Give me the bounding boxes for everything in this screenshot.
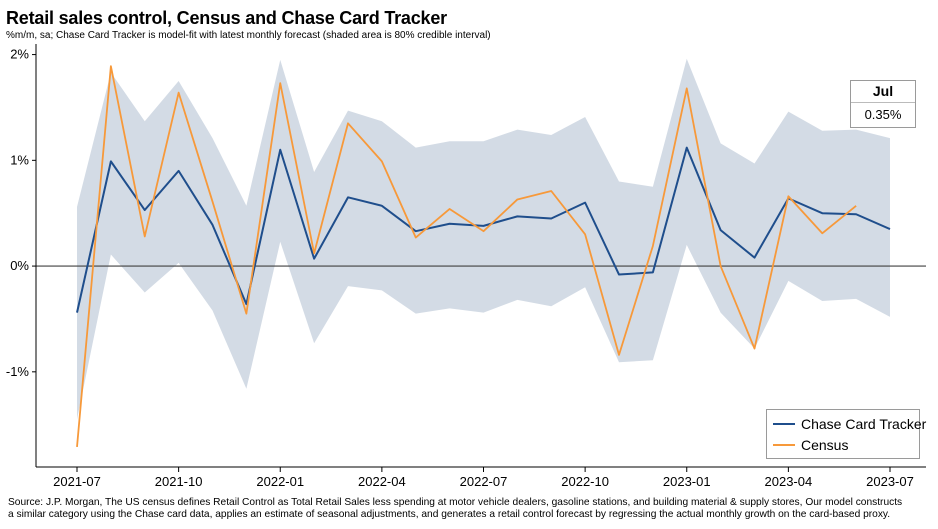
credible-interval-band: [77, 58, 890, 420]
y-tick-label: 1%: [10, 152, 29, 167]
y-tick-label: -1%: [6, 364, 30, 379]
callout-value: 0.35%: [864, 107, 902, 122]
legend-item-census: Census: [773, 435, 919, 455]
latest-forecast-callout: Jul 0.35%: [850, 80, 916, 128]
x-tick-label: 2023-07: [866, 474, 914, 489]
chart-title: Retail sales control, Census and Chase C…: [6, 8, 447, 28]
x-tick-label: 2022-07: [460, 474, 508, 489]
legend-label-chase: Chase Card Tracker: [801, 416, 927, 432]
source-note: Source: J.P. Morgan, The US census defin…: [8, 497, 928, 521]
x-tick-label: 2021-07: [53, 474, 101, 489]
x-tick-label: 2021-10: [155, 474, 203, 489]
x-tick-label: 2023-04: [765, 474, 813, 489]
chase-card-tracker-line: [76, 146, 891, 313]
source-line: Source: J.P. Morgan, The US census defin…: [8, 497, 903, 508]
x-tick-label: 2022-10: [561, 474, 609, 489]
callout-month: Jul: [851, 81, 915, 103]
chart-subtitle: %m/m, sa; Chase Card Tracker is model-fi…: [6, 30, 491, 41]
legend-swatch-chase: [773, 423, 795, 425]
y-tick-label: 0%: [10, 258, 29, 273]
x-tick-label: 2022-04: [358, 474, 406, 489]
legend-item-chase: Chase Card Tracker: [773, 414, 926, 434]
legend-swatch-census: [773, 444, 795, 446]
x-tick-label: 2023-01: [663, 474, 711, 489]
legend-label-census: Census: [801, 437, 849, 453]
x-tick-label: 2022-01: [256, 474, 304, 489]
source-line: a similar category using the Chase card …: [8, 509, 891, 520]
chart-legend: Chase Card Tracker Census: [766, 409, 926, 459]
census-line: [76, 65, 857, 447]
y-tick-label: 2%: [10, 47, 29, 62]
